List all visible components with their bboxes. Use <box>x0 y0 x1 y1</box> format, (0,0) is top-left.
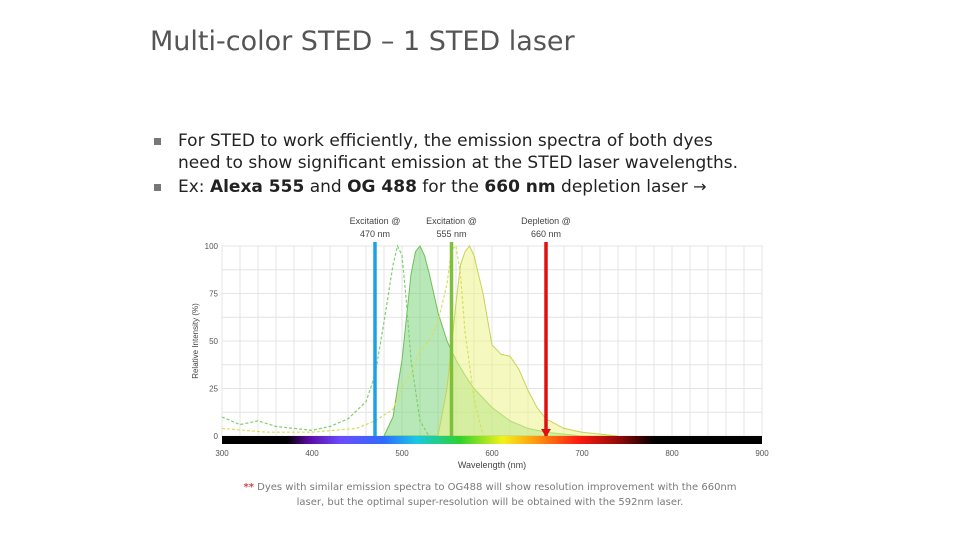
slide-title: Multi-color STED – 1 STED laser <box>150 26 575 57</box>
excitation-spectrum-2 <box>221 244 430 437</box>
y-tick-label: 75 <box>209 290 218 299</box>
laser-wavelength: 660 nm <box>484 177 556 197</box>
y-tick-label: 50 <box>209 337 218 346</box>
bullet-item-1: For STED to work efficiently, the emissi… <box>150 130 800 174</box>
axis-labels: Wavelength (nm) Relative Intensity (%) 3… <box>191 242 769 470</box>
x-tick-label: 400 <box>305 449 319 458</box>
bullet-list: For STED to work efficiently, the emissi… <box>150 130 800 200</box>
x-tick-label: 600 <box>485 449 499 458</box>
y-tick-label: 0 <box>214 432 219 441</box>
dye-alexa-555: Alexa 555 <box>209 177 305 197</box>
x-tick-label: 500 <box>395 449 409 458</box>
x-axis-title: Wavelength (nm) <box>458 460 526 470</box>
bullet-2-prefix: Ex: <box>178 177 210 197</box>
color-spectrum-bar <box>222 436 762 444</box>
bullet-1-line-2: need to show significant emission at the… <box>178 153 738 173</box>
square-bullet-icon <box>154 138 161 145</box>
bullet-2-mid-2: for the <box>416 177 485 197</box>
dye-og-488: OG 488 <box>347 177 417 197</box>
marker-label-555-line-1: Excitation @ <box>426 216 477 226</box>
footnote-line-1: Dyes with similar emission spectra to OG… <box>253 482 737 493</box>
y-tick-label: 25 <box>209 385 218 394</box>
axes <box>222 436 762 444</box>
x-tick-label: 800 <box>665 449 679 458</box>
x-tick-label: 900 <box>755 449 769 458</box>
emission-spectrum-1 <box>437 245 619 437</box>
x-tick-label: 300 <box>215 449 229 458</box>
marker-label-555-line-2: 555 nm <box>436 229 466 239</box>
footnote: ** Dyes with similar emission spectra to… <box>240 480 740 510</box>
spectra-chart: Excitation @ 470 nm Excitation @ 555 nm Depl… <box>191 216 769 470</box>
y-tick-label: 100 <box>205 242 219 251</box>
excitation-spectrum-3 <box>221 244 484 437</box>
footnote-line-2: laser, but the optimal super-resolution … <box>296 497 684 508</box>
footnote-stars: ** <box>243 482 254 493</box>
y-axis-title: Relative Intensity (%) <box>191 303 200 379</box>
bullet-2-suffix: depletion laser <box>555 177 694 197</box>
right-arrow-icon: → <box>693 177 707 196</box>
bullet-2-mid-1: and <box>304 177 348 197</box>
marker-label-470-line-2: 470 nm <box>360 229 390 239</box>
depletion-arrowhead-icon <box>541 429 551 437</box>
square-bullet-icon <box>154 184 161 191</box>
marker-label-660-line-1: Depletion @ <box>521 216 571 226</box>
marker-label-470-line-1: Excitation @ <box>350 216 401 226</box>
x-tick-label: 700 <box>575 449 589 458</box>
bullet-1-line-1: For STED to work efficiently, the emissi… <box>178 131 713 151</box>
marker-label-660-line-2: 660 nm <box>531 229 561 239</box>
bullet-item-2: Ex: Alexa 555 and OG 488 for the 660 nm … <box>150 176 800 198</box>
laser-markers: Excitation @ 470 nm Excitation @ 555 nm Depl… <box>350 216 571 437</box>
